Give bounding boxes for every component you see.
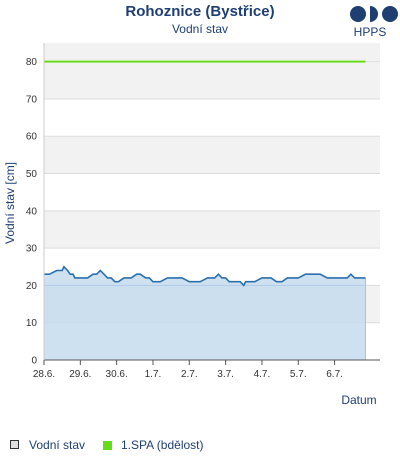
logo-circle-right	[382, 6, 398, 22]
x-tick-label: 1.7.	[145, 369, 162, 380]
x-tick-label: 3.7.	[217, 369, 234, 380]
x-tick-label: 5.7.	[290, 369, 307, 380]
y-tick-label: 20	[26, 281, 38, 292]
legend-label-water-level: Vodní stav	[29, 438, 85, 452]
y-tick-label: 50	[26, 169, 38, 180]
x-tick-label: 2.7.	[181, 369, 198, 380]
water-level-area	[44, 266, 366, 360]
y-tick-label: 30	[26, 244, 38, 255]
plot-band	[44, 210, 380, 249]
legend-swatch-spa	[103, 441, 112, 450]
legend-swatch-water-level	[10, 440, 19, 449]
y-tick-label: 0	[31, 356, 37, 367]
plot-band	[44, 43, 380, 62]
chart-title: Rohoznice (Bystřice)	[125, 3, 274, 20]
y-tick-label: 60	[26, 132, 38, 143]
y-tick-label: 10	[26, 318, 38, 329]
plot-band	[44, 136, 380, 174]
x-tick-label: 4.7.	[254, 369, 271, 380]
y-tick-label: 40	[26, 206, 38, 217]
plot-band	[44, 61, 380, 99]
chart-subtitle: Vodní stav	[172, 22, 228, 36]
logo-circle-left	[350, 6, 366, 22]
logo-half-middle	[370, 6, 378, 22]
legend-label-spa: 1.SPA (bdělost)	[121, 438, 204, 452]
axes	[43, 43, 380, 365]
x-tick-label: 6.7.	[326, 369, 343, 380]
x-tick-label: 29.6.	[69, 369, 91, 380]
logo-text: HPPS	[354, 25, 387, 39]
x-tick-label: 30.6.	[106, 369, 128, 380]
y-tick-label: 80	[26, 57, 38, 68]
y-axis-label: Vodní stav [cm]	[3, 162, 17, 244]
y-tick-label: 70	[26, 94, 38, 105]
series-layer	[44, 60, 366, 360]
x-tick-labels: 28.6. 29.6. 30.6. 1.7. 2.7. 3.7. 4.7. 5.7. 6.7.	[33, 369, 343, 380]
x-tick-label: 28.6.	[33, 369, 55, 380]
x-axis-label: Datum	[341, 393, 376, 407]
y-tick-labels: 0 10 20 30 40 50 60 70 80	[26, 57, 38, 366]
legend: Vodní stav 1.SPA (bdělost)	[10, 438, 204, 452]
logo: HPPS	[350, 6, 398, 39]
water-level-line	[44, 265, 366, 287]
